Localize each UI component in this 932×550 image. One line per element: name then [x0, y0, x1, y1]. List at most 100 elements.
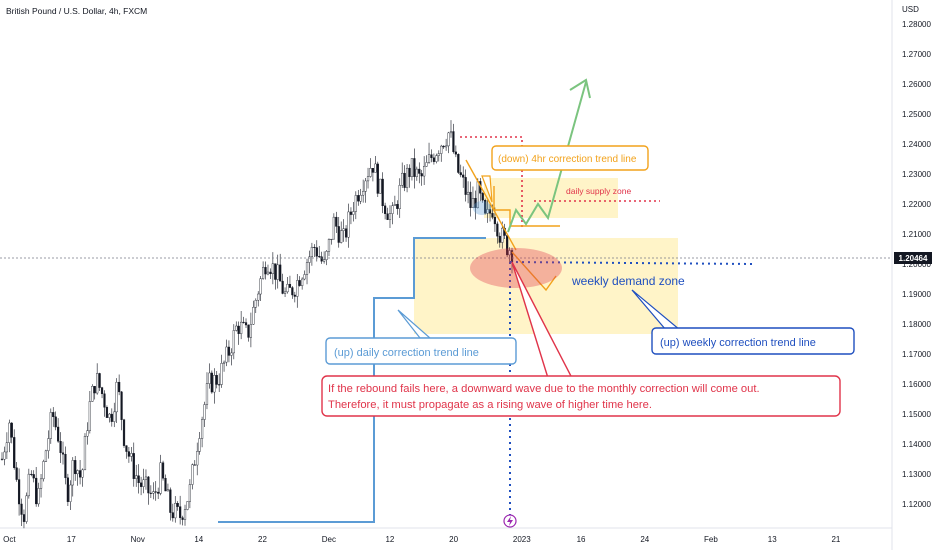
candle-body [508, 250, 511, 256]
candle-body [418, 168, 421, 174]
note-box[interactable] [321, 375, 841, 417]
candle-body [374, 163, 377, 173]
down-trend-label-box[interactable] [491, 145, 649, 171]
candle-body [44, 450, 48, 462]
candle-body [88, 401, 91, 431]
weekly-demand-zone-label: weekly demand zone [571, 274, 685, 288]
candle-body [205, 383, 209, 405]
candle-body [208, 372, 211, 384]
candle-body [430, 154, 433, 158]
weekly-trend-label-box[interactable] [651, 327, 855, 355]
candle-body [49, 412, 52, 439]
candle-body [0, 458, 4, 460]
candle-body [203, 404, 206, 420]
candle-body [340, 230, 343, 243]
candle-body [315, 247, 318, 257]
candle-body [252, 307, 255, 325]
weekly-trend-label: (up) weekly correction trend line [660, 337, 816, 349]
candle-body [8, 422, 11, 443]
candle-body [152, 491, 155, 494]
candle-body [61, 452, 65, 455]
candle-body [105, 407, 109, 418]
candle-body [462, 174, 465, 178]
y-tick-label: 1.26000 [902, 80, 931, 89]
last-price-tag [894, 252, 932, 264]
candle-body [384, 205, 387, 214]
daily-trend-label-box[interactable] [325, 337, 517, 365]
candle-body [91, 386, 94, 402]
candle-body [432, 157, 436, 162]
candle-body [191, 464, 194, 485]
candle-body [69, 484, 72, 502]
y-tick-label: 1.20000 [902, 260, 931, 269]
note-line-1: If the rebound fails here, a downward wa… [328, 383, 760, 395]
candle-body [22, 514, 26, 522]
x-tick-label: 17 [67, 535, 76, 544]
y-tick-label: 1.24000 [902, 140, 931, 149]
candle-body [32, 474, 35, 479]
candle-body [196, 451, 199, 466]
candles [0, 120, 514, 529]
candle-body [364, 180, 367, 192]
candle-body [427, 154, 431, 163]
candle-body [349, 211, 353, 215]
candle-body [359, 194, 362, 202]
candle-body [179, 506, 182, 518]
candle-body [115, 381, 118, 413]
candle-body [218, 384, 221, 386]
candle-body [369, 168, 372, 177]
candle-body [457, 153, 460, 173]
x-tick-label: Feb [704, 535, 718, 544]
y-tick-label: 1.17000 [902, 350, 931, 359]
green-arrow-head-icon [569, 78, 591, 99]
candle-body [291, 287, 294, 296]
candle-body [469, 191, 472, 208]
candle-body [186, 501, 189, 510]
candle-body [244, 322, 248, 326]
x-tick-label: 12 [385, 535, 394, 544]
down-trend-label: (down) 4hr correction trend line [498, 154, 637, 165]
candle-body [135, 475, 138, 479]
candle-body [232, 330, 235, 354]
candle-body [357, 195, 360, 202]
candle-body [276, 264, 279, 280]
candle-body [20, 503, 23, 515]
candle-body [313, 246, 316, 248]
y-tick-label: 1.25000 [902, 110, 931, 119]
down-correction-trend-line [465, 159, 517, 251]
candle-body [257, 293, 260, 301]
weekly-demand-dotted-line [509, 261, 753, 265]
x-tick-label: Oct [3, 535, 16, 544]
candle-body [139, 482, 143, 487]
candle-body [269, 271, 272, 275]
candle-body [198, 438, 201, 452]
candle-body [279, 264, 282, 282]
price-axis[interactable]: 1.28000 1.27000 1.26000 1.25000 1.24000 1.230… [902, 20, 931, 509]
candle-body [408, 167, 411, 177]
touch-highlight-ellipse [473, 201, 491, 215]
candle-body [305, 262, 309, 275]
chart-title: British Pound / U.S. Dollar, 4h, FXCM [6, 6, 147, 16]
candle-body [242, 321, 245, 323]
last-price-value: 1.20464 [899, 254, 928, 263]
candle-body [445, 145, 448, 148]
time-axis[interactable]: Oct 17 Nov 14 22 Dec 12 20 2023 16 24 Feb 13 21 [3, 535, 841, 544]
note-line-2: Therefore, it must propagate as a rising… [328, 399, 652, 411]
candle-body [78, 470, 82, 478]
candle-body [237, 325, 240, 334]
candle-body [271, 263, 274, 275]
currency-label: USD [902, 5, 919, 14]
x-tick-label: 2023 [513, 535, 531, 544]
green-projection-line [507, 81, 587, 233]
candle-body [386, 213, 389, 220]
y-tick-label: 1.18000 [902, 320, 931, 329]
candle-body [437, 153, 440, 156]
candle-body [496, 223, 499, 237]
candle-body [157, 491, 160, 494]
y-tick-label: 1.27000 [902, 50, 931, 59]
candle-body [405, 167, 409, 188]
orange-projection-line [511, 251, 557, 292]
candle-body [25, 495, 28, 522]
candle-body [5, 442, 8, 453]
